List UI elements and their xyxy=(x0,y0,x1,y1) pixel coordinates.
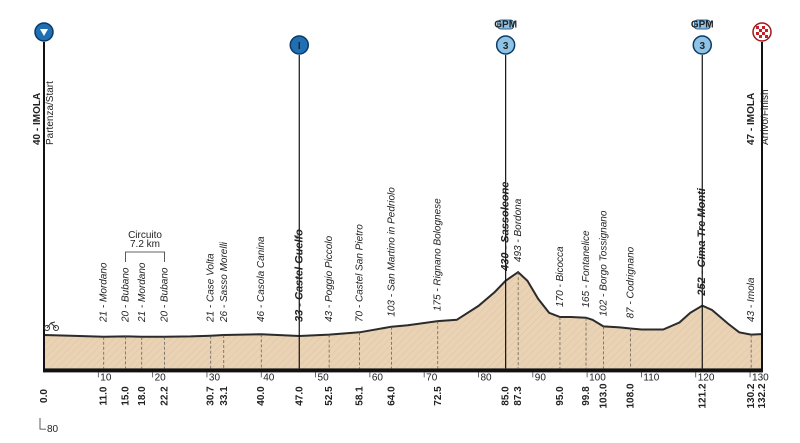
waypoint-label: 175 - Rignano Bolognese xyxy=(433,198,444,311)
km-label: 121.2 xyxy=(697,383,708,408)
start-arrow xyxy=(40,29,48,36)
km-label: 95.0 xyxy=(555,386,566,406)
marker-text: 3 xyxy=(503,41,509,52)
finish-check xyxy=(765,29,768,32)
x-tick-label: 70 xyxy=(426,372,438,383)
waypoint-label: 21 - Case Volta xyxy=(206,253,217,323)
finish-title: 47 - IMOLA xyxy=(746,93,757,145)
bike-frame xyxy=(46,321,57,329)
x-tick-label: 80 xyxy=(480,372,492,383)
km-label: 85.0 xyxy=(501,386,512,406)
waypoint-label: 43 - Imola xyxy=(746,277,757,322)
waypoint-label: 20 - Bubano xyxy=(120,267,131,323)
finish-check xyxy=(759,35,762,38)
marker-tag xyxy=(497,19,515,30)
marker-icon xyxy=(692,35,713,55)
waypoint-label: 165 - Fontanelice xyxy=(581,230,592,308)
marker-icon xyxy=(495,35,516,55)
x-tick-label: 110 xyxy=(643,372,659,383)
marker-icon xyxy=(289,35,310,55)
waypoint-label: 26 - Sasso Morelli xyxy=(219,241,230,323)
km-label: 108.0 xyxy=(626,383,637,408)
finish-km-label: 132.2 xyxy=(757,383,768,408)
x-tick-label: 90 xyxy=(535,372,547,383)
waypoint-label: 21 - Mordano xyxy=(99,262,110,323)
waypoint-label: 33 - Castel Guelfo xyxy=(293,229,305,322)
scale-label: 80 xyxy=(47,424,59,435)
finish-check xyxy=(762,32,765,35)
waypoint-label: 252 - Cima Tre Monti xyxy=(696,187,708,296)
km-label: 58.1 xyxy=(355,386,366,406)
circuit-length: 7.2 km xyxy=(130,239,160,250)
marker-text: I xyxy=(298,41,301,52)
km-label: 99.8 xyxy=(581,386,592,406)
km-label: 30.7 xyxy=(206,386,217,406)
km-label: 52.5 xyxy=(324,386,335,406)
bike-wheel xyxy=(53,325,59,331)
finish-check xyxy=(759,29,762,32)
finish-check xyxy=(762,26,765,29)
scale-bracket xyxy=(39,418,46,430)
km-label: 22.2 xyxy=(160,386,171,406)
x-tick-label: 10 xyxy=(100,372,112,383)
x-tick-label: 100 xyxy=(589,372,606,383)
x-tick-label: 60 xyxy=(372,372,384,383)
km-label: 47.0 xyxy=(294,386,305,406)
waypoint-label: 46 - Casola Canina xyxy=(256,236,267,322)
km-label: 15.0 xyxy=(120,386,131,406)
finish-check xyxy=(756,26,759,29)
x-tick-label: 130 xyxy=(752,372,769,383)
waypoint-label: 493 - Bordona xyxy=(513,198,524,262)
km-label: 11.0 xyxy=(99,386,110,405)
finish-check xyxy=(756,32,759,35)
finish-subtitle: Arrivo/Finish xyxy=(760,89,771,145)
circuit-bracket xyxy=(125,251,165,262)
base-bar xyxy=(44,368,762,373)
waypoint-label: 102 - Borgo Tossignano xyxy=(598,210,609,316)
start-subtitle: Partenza/Start xyxy=(45,81,56,145)
km-label: 103.0 xyxy=(598,383,609,408)
waypoint-label: 430 - Sassoleone xyxy=(500,182,512,272)
x-tick-label: 30 xyxy=(209,372,221,383)
km-label: 87.3 xyxy=(513,386,524,406)
bike-wheel xyxy=(44,325,50,331)
x-tick-label: 120 xyxy=(698,372,715,383)
km-label: 72.5 xyxy=(433,386,444,406)
finish-check xyxy=(765,35,768,38)
x-tick-label: 20 xyxy=(155,372,167,383)
start-title: 40 - IMOLA xyxy=(32,93,43,145)
waypoint-label: 70 - Castel San Pietro xyxy=(355,224,366,322)
marker-label: GPM xyxy=(494,20,517,31)
waypoint-label: 20 - Bubano xyxy=(160,267,171,323)
marker-label: GPM xyxy=(691,20,714,31)
km-label: 18.0 xyxy=(137,386,148,406)
waypoint-label: 21 - Mordano xyxy=(137,262,148,323)
km-label: 40.0 xyxy=(256,386,267,406)
km-label: 64.0 xyxy=(387,386,398,406)
profile-hatch xyxy=(44,272,762,369)
x-tick-label: 40 xyxy=(263,372,275,383)
marker-text: 3 xyxy=(699,41,705,52)
waypoint-label: 43 - Poggio Piccolo xyxy=(324,235,335,322)
km-label: 130.2 xyxy=(746,383,757,408)
km-label: 33.1 xyxy=(219,386,230,406)
waypoint-label: 87 - Codrignano xyxy=(626,246,637,318)
start-km-label: 0.0 xyxy=(39,389,50,403)
circuit-title: Circuito xyxy=(128,230,162,241)
waypoint-label: 103 - San Martino in Pedriolo xyxy=(387,187,398,317)
waypoint-label: 170 - Bicocca xyxy=(555,246,566,307)
x-tick-label: 50 xyxy=(318,372,330,383)
marker-tag xyxy=(693,19,711,30)
